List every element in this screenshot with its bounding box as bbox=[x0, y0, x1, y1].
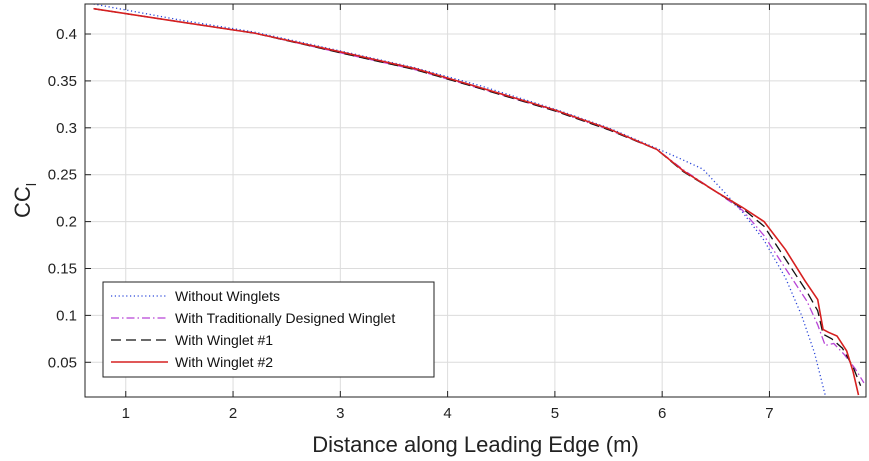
x-tick-label: 1 bbox=[122, 405, 130, 422]
legend-label-4: With Winglet #2 bbox=[175, 354, 273, 370]
y-tick-label: 0.1 bbox=[56, 307, 77, 324]
y-tick-label: 0.2 bbox=[56, 214, 77, 231]
series-line-1 bbox=[93, 4, 826, 396]
y-tick-label: 0.05 bbox=[48, 354, 77, 371]
legend-box bbox=[102, 281, 435, 378]
series-line-4 bbox=[93, 7, 860, 396]
y-tick-label: 0.3 bbox=[56, 120, 77, 137]
series-layer bbox=[93, 4, 865, 396]
y-tick-label: 0.35 bbox=[48, 73, 77, 90]
y-tick-label: 0.4 bbox=[56, 26, 77, 43]
tick-labels: 1 2 3 4 5 6 7 0.05 0.1 0.15 0.2 0.25 0.3 0.35 0.4 bbox=[48, 26, 774, 422]
legend-label-3: With Winglet #1 bbox=[175, 332, 273, 348]
y-axis-label-subscript: l bbox=[23, 183, 39, 186]
x-tick-label: 4 bbox=[443, 405, 451, 422]
x-tick-label: 6 bbox=[658, 405, 666, 422]
y-tick-label: 0.25 bbox=[48, 167, 77, 184]
y-axis-label-main: CC bbox=[10, 186, 35, 218]
legend-label-2: With Traditionally Designed Winglet bbox=[175, 310, 395, 326]
y-tick-label: 0.15 bbox=[48, 261, 77, 278]
x-tick-label: 5 bbox=[551, 405, 559, 422]
plot-frame bbox=[84, 3, 867, 398]
x-tick-label: 3 bbox=[336, 405, 344, 422]
legend: Without Winglets With Traditionally Desig… bbox=[102, 281, 435, 378]
axis-ticks bbox=[85, 4, 866, 397]
legend-label-1: Without Winglets bbox=[175, 288, 280, 304]
y-axis-label: CCl bbox=[10, 183, 39, 218]
x-axis-label: Distance along Leading Edge (m) bbox=[312, 432, 639, 457]
x-tick-label: 7 bbox=[765, 405, 773, 422]
x-tick-label: 2 bbox=[229, 405, 237, 422]
